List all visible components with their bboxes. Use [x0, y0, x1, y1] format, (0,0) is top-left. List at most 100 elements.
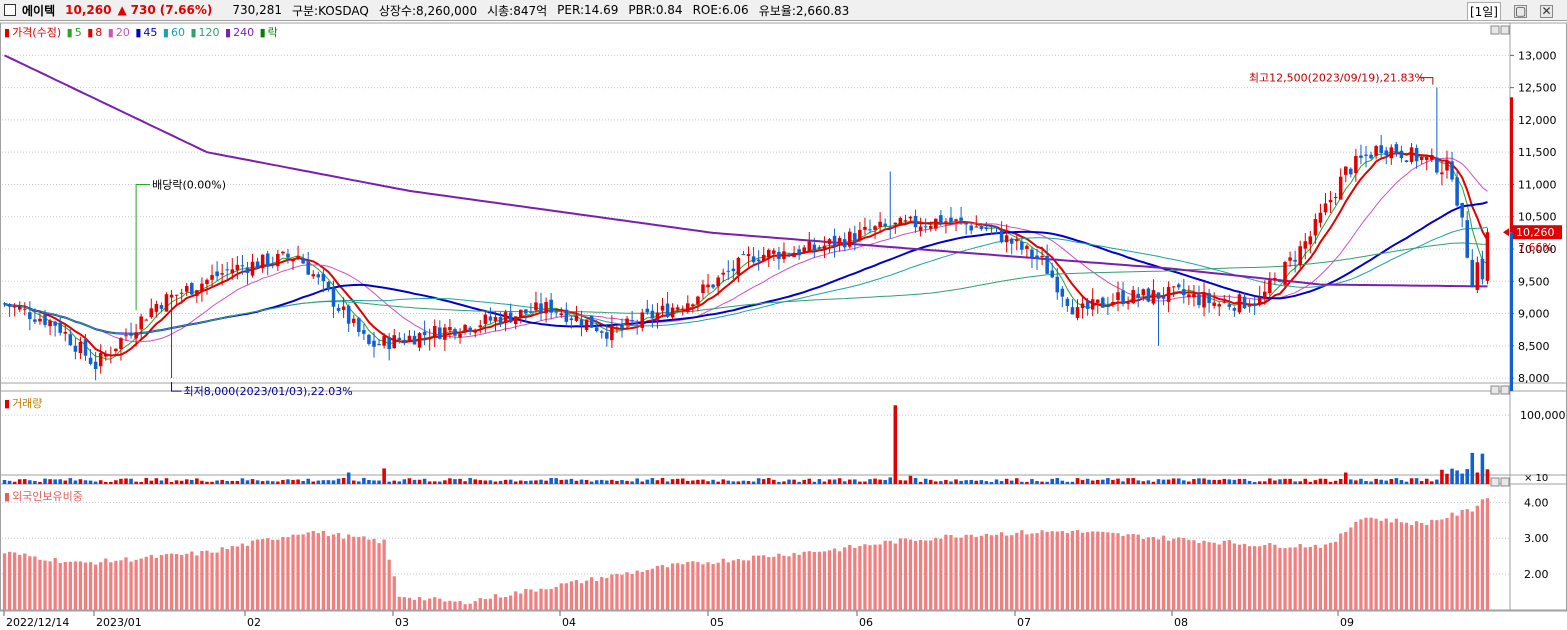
date-tick-label: 07 [1017, 616, 1031, 629]
volume-bar [53, 479, 57, 484]
dividend-marker [135, 183, 151, 311]
price-tick-label: 8,000 [1518, 372, 1550, 385]
foreign-bar [1075, 530, 1080, 610]
legend-ma20[interactable]: 20 [115, 26, 130, 39]
candle-body [934, 218, 938, 229]
legend-ma5[interactable]: 5 [74, 26, 82, 39]
volume-bar [458, 478, 462, 484]
legend-ma120[interactable]: 120 [198, 26, 220, 39]
volume-bar [134, 481, 138, 484]
volume-bar [291, 479, 295, 484]
legend-price-label[interactable]: 가격(수정) [12, 26, 62, 39]
volume-bar [1009, 480, 1014, 484]
volume-bar [326, 480, 331, 484]
volume-bar [432, 481, 437, 484]
foreign-bar [1177, 537, 1181, 610]
candle-body [569, 318, 574, 321]
candle-body [341, 306, 346, 310]
foreign-bar [1318, 547, 1323, 610]
market-cap: 시총:847억 [487, 3, 548, 18]
price-tick-label: 9,000 [1518, 308, 1550, 321]
volume-bar [529, 480, 533, 484]
foreign-bar [1101, 531, 1105, 610]
legend-ma45[interactable]: 45 [143, 26, 158, 39]
legend-ex-label[interactable]: 락 [267, 26, 278, 39]
foreign-bar [1227, 540, 1231, 610]
panel-restore-icon-2[interactable] [1490, 477, 1500, 487]
foreign-bar [2, 553, 7, 610]
price-tick-label: 12,500 [1518, 82, 1557, 95]
foreign-bar [509, 595, 513, 610]
volume-bar [711, 479, 715, 484]
period-selector[interactable]: [1일] [1466, 2, 1501, 21]
candle-body [144, 319, 149, 321]
volume-bar [650, 478, 655, 484]
volume-bar [184, 479, 189, 484]
restore-icon[interactable]: ▢ [1514, 4, 1527, 18]
candle-body [660, 305, 665, 311]
candle-body [149, 308, 154, 318]
foreign-bar [1030, 533, 1034, 610]
foreign-bar [908, 539, 913, 610]
foreign-bar [883, 540, 887, 610]
stock-chart[interactable]: 13,000 12,500 12,000 11,500 11,000 10,500 10,0… [0, 21, 1567, 630]
candle-body [109, 354, 113, 356]
candle-body [544, 302, 548, 314]
candle-body [726, 270, 731, 272]
candle-body [1045, 255, 1049, 274]
panel-close-icon-2[interactable] [1500, 477, 1510, 487]
volume-bar [1247, 480, 1252, 484]
legend-volume-label[interactable]: 거래량 [12, 397, 43, 410]
candle-body [1384, 150, 1389, 156]
panel-close-icon-0[interactable] [1500, 25, 1510, 35]
volume-bar [1298, 481, 1302, 484]
panel-restore-icon-1[interactable] [1490, 385, 1500, 395]
candle-body [276, 253, 280, 267]
close-icon[interactable]: ✕ [1540, 4, 1553, 18]
panel-close-icon-1[interactable] [1500, 385, 1510, 395]
foreign-bar [43, 560, 47, 610]
volume-bar [1035, 480, 1039, 484]
foreign-bar [974, 536, 978, 610]
candle-body [817, 247, 822, 249]
volume-bar [797, 481, 801, 484]
foreign-bar [514, 591, 518, 610]
select-checkbox[interactable] [4, 4, 16, 16]
foreign-bar [1273, 544, 1277, 610]
candle-body [1349, 168, 1353, 175]
candle-body [402, 339, 407, 343]
candle-body [777, 251, 781, 260]
volume-bar [453, 479, 457, 484]
candle-body [357, 318, 361, 332]
volume-bar [427, 481, 432, 484]
candle-body [397, 337, 402, 340]
listed-shares: 상장수:8,260,000 [378, 3, 478, 18]
volume-bar [281, 480, 285, 484]
foreign-bar [954, 537, 958, 610]
foreign-bar [554, 586, 558, 610]
candle-body [832, 235, 837, 247]
volume-bar [579, 479, 584, 484]
candle-body [944, 221, 948, 223]
volume-bar [903, 480, 908, 484]
candle-body [954, 219, 958, 221]
volume-bar [605, 480, 609, 484]
candle-body [1389, 147, 1394, 159]
candle-body [1475, 262, 1480, 290]
legend-ma240[interactable]: 240 [233, 26, 255, 39]
legend-ma8[interactable]: 8 [95, 26, 103, 39]
foreign-bar [1096, 531, 1100, 610]
volume-bar [1430, 481, 1434, 484]
legend-ma60[interactable]: 60 [170, 26, 185, 39]
foreign-bar [625, 572, 629, 610]
panel-restore-icon-0[interactable] [1490, 25, 1500, 35]
foreign-bar [109, 562, 113, 610]
foreign-bar [994, 534, 999, 610]
foreign-bar [1202, 540, 1206, 610]
volume-bar [265, 480, 270, 484]
candle-body [17, 307, 22, 310]
foreign-bar [422, 600, 427, 610]
date-tick-label: 09 [1340, 616, 1354, 629]
candle-body [351, 318, 356, 323]
legend-foreign-label[interactable]: 외국인보유비중 [12, 490, 83, 503]
